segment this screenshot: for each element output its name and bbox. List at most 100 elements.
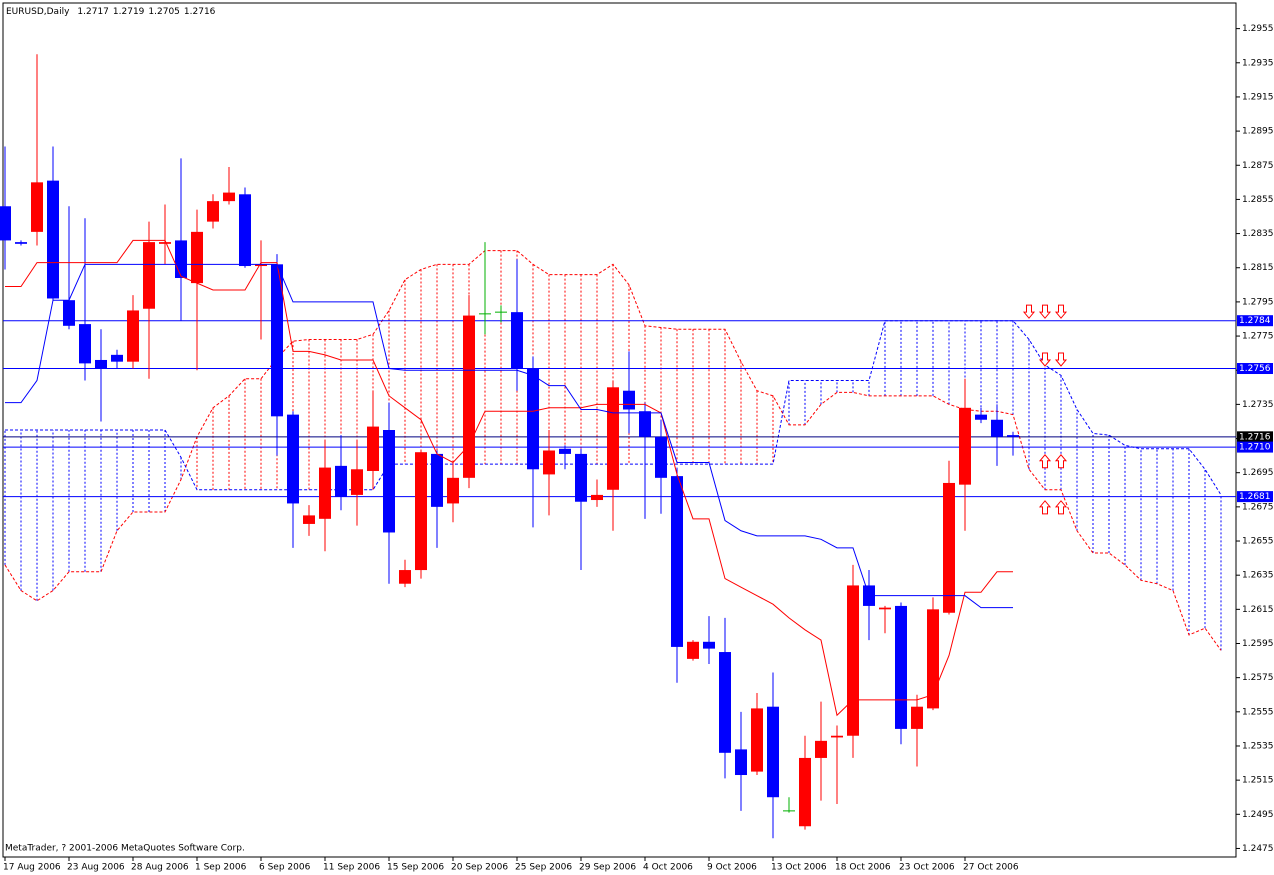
- candle-body: [1007, 435, 1019, 437]
- y-tick-label: 1.2635: [1242, 571, 1274, 581]
- candle-body: [271, 264, 283, 417]
- x-tick-label: 6 Sep 2006: [259, 863, 311, 873]
- candle-body: [143, 242, 155, 309]
- candle-body: [239, 194, 251, 267]
- x-tick-label: 18 Oct 2006: [835, 863, 891, 873]
- x-tick-label: 20 Sep 2006: [451, 863, 508, 873]
- y-tick-label: 1.2895: [1242, 127, 1274, 137]
- chart-title: EURUSD,Daily: [6, 7, 70, 17]
- candle-body: [687, 641, 699, 659]
- x-tick-label: 9 Oct 2006: [707, 863, 757, 873]
- y-tick-label: 1.2795: [1242, 297, 1274, 307]
- signal-arrow: [1054, 352, 1068, 367]
- cloud-line: [4, 250, 1222, 651]
- candle-body: [319, 467, 331, 519]
- x-tick-label: 1 Sep 2006: [195, 863, 247, 873]
- level-label: 1.2681: [1239, 492, 1271, 502]
- candle-body: [31, 182, 43, 232]
- y-tick-label: 1.2915: [1242, 92, 1274, 102]
- candle-body: [735, 749, 747, 776]
- candle-body: [655, 436, 667, 478]
- y-tick-label: 1.2955: [1242, 24, 1274, 34]
- candle-body: [63, 300, 75, 326]
- indicator-line: [5, 239, 1013, 717]
- header-open: 1.2717: [77, 7, 109, 17]
- level-label: 1.2716: [1239, 432, 1271, 442]
- level-label: 1.2710: [1239, 443, 1271, 453]
- candle-body: [383, 430, 395, 533]
- signal-arrow: [1038, 453, 1052, 469]
- level-label-box: [1237, 363, 1273, 375]
- candle-body: [255, 264, 267, 267]
- candle-body: [159, 242, 171, 244]
- candle-body: [15, 242, 27, 244]
- chart-header: EURUSD,Daily 1.2717 1.2719 1.2705 1.2716: [6, 7, 216, 17]
- x-tick-label: 23 Oct 2006: [899, 863, 955, 873]
- candle-body: [47, 180, 59, 299]
- y-tick-label: 1.2535: [1242, 741, 1274, 751]
- candle-body: [303, 515, 315, 524]
- y-tick-label: 1.2835: [1242, 229, 1274, 239]
- candle-body: [367, 426, 379, 471]
- x-tick-label: 13 Oct 2006: [771, 863, 827, 873]
- x-tick-label: 29 Sep 2006: [579, 863, 636, 873]
- x-tick-label: 17 Aug 2006: [3, 863, 61, 873]
- candle-body: [959, 407, 971, 485]
- y-tick-label: 1.2575: [1242, 673, 1274, 683]
- x-tick-label: 11 Sep 2006: [323, 863, 380, 873]
- x-tick-label: 25 Sep 2006: [515, 863, 572, 873]
- signal-arrow: [1038, 304, 1052, 319]
- x-tick-label: 15 Sep 2006: [387, 863, 444, 873]
- candle-body: [223, 192, 235, 202]
- signal-arrow: [1054, 500, 1068, 515]
- level-label-box: [1237, 431, 1273, 443]
- y-tick-label: 1.2555: [1242, 707, 1274, 717]
- cloud-line: [5, 320, 1222, 496]
- candle-body: [895, 605, 907, 729]
- candle-body: [639, 411, 651, 437]
- candle-body: [111, 354, 123, 362]
- y-tick-label: 1.2675: [1242, 502, 1274, 512]
- candle-body: [95, 359, 107, 369]
- header-high: 1.2719: [113, 7, 145, 17]
- candle-body: [591, 494, 603, 501]
- candle-body: [527, 368, 539, 470]
- candle-body: [191, 231, 203, 284]
- level-label-box: [1237, 491, 1273, 503]
- x-tick-label: 28 Aug 2006: [131, 863, 189, 873]
- footer: MetaTrader, ? 2001-2006 MetaQuotes Softw…: [5, 844, 245, 854]
- y-tick-label: 1.2655: [1242, 537, 1274, 547]
- candle-body: [815, 740, 827, 758]
- level-label-box: [1237, 315, 1273, 327]
- candle-body: [623, 390, 635, 410]
- candle-body: [511, 312, 523, 369]
- candle-body: [431, 453, 443, 507]
- y-tick-label: 1.2595: [1242, 639, 1274, 649]
- y-tick-label: 1.2515: [1242, 776, 1274, 786]
- candle-body: [559, 448, 571, 454]
- candle-body: [79, 324, 91, 364]
- candle-body: [399, 570, 411, 584]
- candle-body: [351, 469, 363, 495]
- candle-body: [127, 310, 139, 362]
- signal-arrow: [1022, 304, 1036, 319]
- candle-body: [927, 609, 939, 709]
- indicator-line: [5, 263, 1013, 609]
- candle-body: [575, 453, 587, 502]
- candle-body: [799, 757, 811, 827]
- candle-body: [767, 706, 779, 798]
- candle-body: [991, 419, 1003, 437]
- candle-body: [447, 477, 459, 504]
- candle-body: [831, 735, 843, 738]
- candle-body: [175, 240, 187, 278]
- level-label: 1.2784: [1239, 316, 1271, 326]
- x-tick-label: 23 Aug 2006: [67, 863, 125, 873]
- plot-frame: [2, 2, 1237, 858]
- y-tick-label: 1.2815: [1242, 263, 1274, 273]
- candle-body: [719, 652, 731, 753]
- header-low: 1.2705: [148, 7, 180, 17]
- signal-arrow: [1038, 500, 1052, 515]
- x-tick-label: 4 Oct 2006: [643, 863, 693, 873]
- y-tick-label: 1.2735: [1242, 400, 1274, 410]
